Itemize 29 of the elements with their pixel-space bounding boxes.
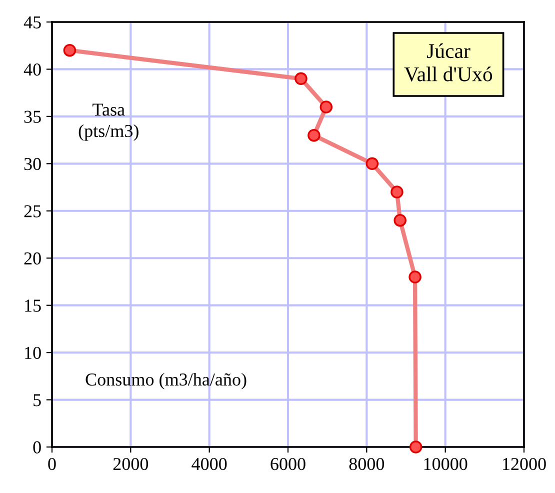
y-tick-label: 0 xyxy=(33,441,41,454)
point xyxy=(63,44,76,57)
y-tick-label: 20 xyxy=(24,252,41,265)
point xyxy=(308,128,320,142)
point xyxy=(394,214,406,227)
x-tick-label: 2000 xyxy=(113,458,148,470)
y-tick-label: 30 xyxy=(24,158,41,170)
x-tick-label: 8000 xyxy=(349,458,384,470)
point xyxy=(366,157,379,170)
point xyxy=(294,72,308,86)
y-tick-label: 25 xyxy=(24,205,41,218)
point xyxy=(408,270,422,284)
text: Júcar Vall d'Uxó xyxy=(404,43,492,82)
point xyxy=(320,100,333,114)
y-tick-label: 5 xyxy=(34,394,41,406)
y-axis-title: Tasa (pts/m3) xyxy=(78,104,138,141)
x-tick-label: 12000 xyxy=(503,458,546,470)
x-tick-label: 0 xyxy=(48,458,56,470)
x-axis-title: Consumo (m3/ha/año) xyxy=(86,372,246,390)
x-tick-label: 6000 xyxy=(270,458,306,470)
y-tick-label: 10 xyxy=(25,346,41,359)
x-tick-label: 4000 xyxy=(192,458,227,470)
x-tick-label: 10000 xyxy=(424,458,468,470)
y-tick-label: 40 xyxy=(24,63,41,76)
y-tick-label: 15 xyxy=(25,300,41,312)
y-tick-label: 45 xyxy=(24,16,41,28)
y-tick-label: 35 xyxy=(24,110,41,123)
point xyxy=(409,440,422,454)
point xyxy=(390,186,404,198)
